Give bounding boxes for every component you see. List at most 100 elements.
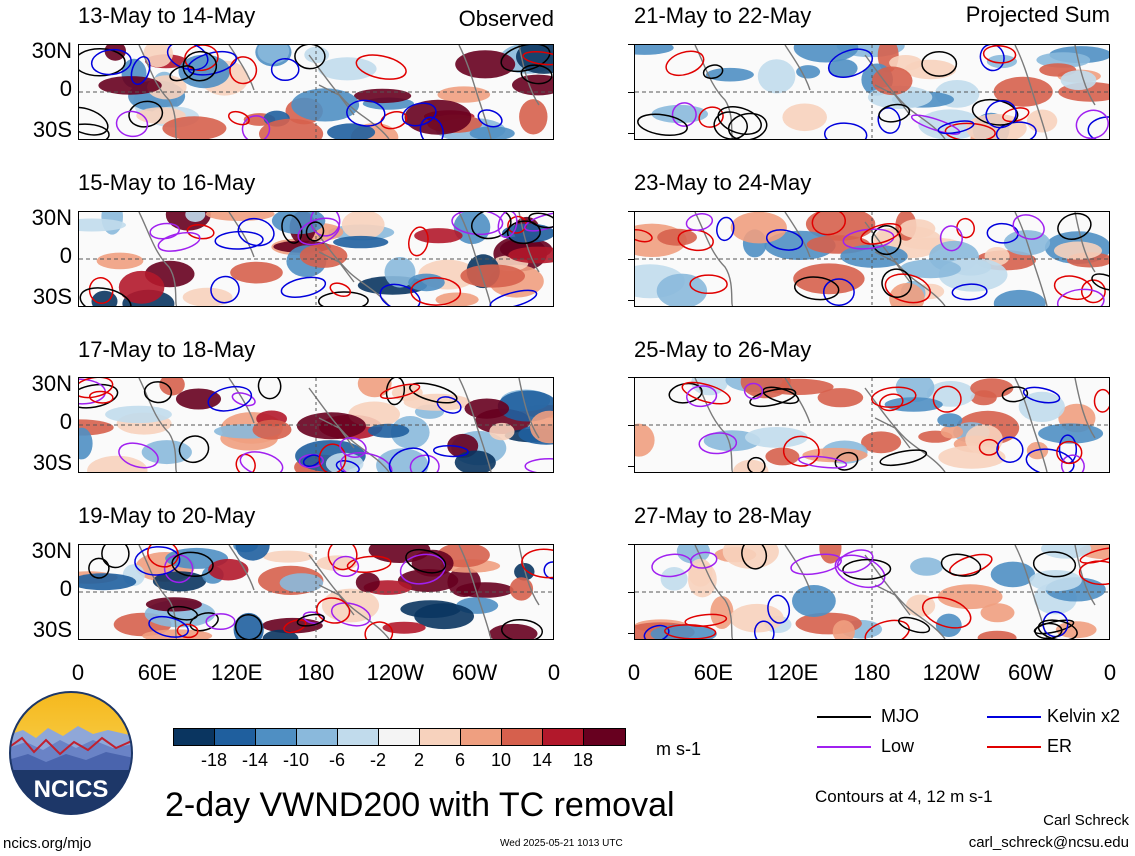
anomaly-shade — [162, 116, 227, 139]
contour-mjo — [182, 50, 218, 82]
lat-label: 30S — [32, 284, 72, 309]
contour-kelvin — [237, 217, 275, 247]
lon-label: 180 — [853, 660, 891, 685]
contour-kelvin — [207, 385, 253, 412]
contour-kelvin — [951, 283, 988, 301]
lat-label: 30S — [32, 117, 72, 142]
contour-mjo — [747, 456, 766, 472]
contour-low — [842, 228, 895, 250]
contour-er — [956, 217, 975, 239]
contour-mjo — [79, 383, 119, 409]
logo-text: NCICS — [34, 776, 109, 803]
colorbar-cell — [174, 729, 215, 745]
contour-kelvin — [148, 615, 189, 638]
contour-er — [871, 386, 917, 408]
contour-mjo — [171, 551, 214, 577]
anomaly-shade — [705, 67, 754, 82]
lat-tick — [628, 377, 634, 378]
anomaly-shade — [469, 126, 515, 139]
author-email[interactable]: carl_schreck@ncsu.edu — [968, 834, 1129, 851]
lon-label: 60W — [452, 660, 498, 685]
legend-label-er: ER — [1047, 736, 1073, 756]
site-link[interactable]: ncics.org/mjo — [3, 835, 92, 852]
anomaly-shade — [105, 405, 172, 424]
contour-kelvin — [489, 289, 538, 306]
contour-mjo — [741, 545, 768, 570]
contour-mjo — [1001, 386, 1029, 403]
anomaly-shade — [940, 425, 964, 439]
colorbar-cell — [215, 729, 256, 745]
contour-er — [684, 613, 728, 627]
panel-title: 21-May to 22-May — [634, 3, 812, 28]
anomaly-shade — [279, 573, 324, 593]
colorbar-cell — [461, 729, 502, 745]
contour-mjo — [881, 268, 913, 298]
contour-mjo — [79, 123, 110, 139]
colorbar-tick-label: -2 — [369, 750, 386, 770]
lon-label: 0 — [547, 660, 561, 685]
anomaly-shade — [722, 545, 779, 569]
contour-mjo — [727, 112, 768, 139]
contour-low — [118, 442, 159, 469]
anomaly-shade — [730, 603, 784, 633]
anomaly-shade — [333, 235, 389, 249]
anomaly-shade — [828, 59, 858, 78]
contour-er — [176, 623, 199, 639]
contour-low — [685, 213, 714, 231]
anomaly-shade — [382, 621, 426, 634]
anomaly-shade — [1029, 570, 1082, 592]
contour-er — [408, 226, 429, 257]
anomaly-shade — [990, 561, 1036, 588]
contour-low — [689, 551, 718, 569]
contour-er — [932, 385, 962, 413]
contour-er — [689, 274, 728, 295]
lat-tick — [628, 592, 634, 593]
contour-mjo — [281, 214, 303, 244]
projected-sum-label: Projected Sum — [965, 2, 1110, 27]
colorbar-tick-label: -18 — [200, 750, 227, 770]
contour-er — [88, 390, 114, 404]
contour-er — [88, 277, 114, 304]
contour-low — [939, 225, 963, 252]
lon-label: 60E — [137, 660, 177, 685]
colorbar-cell — [420, 729, 461, 745]
contour-kelvin — [996, 436, 1024, 463]
contour-kelvin — [436, 396, 462, 414]
anomaly-shade — [895, 378, 935, 402]
anomaly-shade — [355, 572, 380, 593]
map-panel — [78, 544, 554, 640]
anomaly-shade — [79, 573, 137, 591]
map-panel — [634, 377, 1110, 473]
anomaly-shade — [900, 259, 961, 279]
contour-mjo — [143, 381, 173, 404]
colorbar-tick-label: 18 — [572, 750, 594, 770]
contour-kelvin — [335, 459, 360, 472]
lat-label: 30N — [31, 371, 72, 396]
anomaly-shade — [832, 620, 855, 639]
contour-mjo — [762, 386, 800, 405]
contour-mjo — [88, 557, 110, 579]
contour-kelvin — [985, 100, 1017, 129]
contour-mjo — [79, 106, 109, 136]
anomaly-shade — [970, 378, 1014, 398]
contour-mjo — [717, 106, 762, 135]
anomaly-shade — [899, 219, 936, 239]
contour-kelvin — [346, 99, 386, 127]
contour-low — [834, 554, 886, 589]
anomaly-shade — [464, 398, 510, 419]
contour-mjo — [1091, 273, 1109, 291]
colorbar — [173, 728, 626, 746]
contour-mjo — [169, 65, 195, 82]
anomaly-shade — [263, 550, 314, 563]
anomaly-shade — [327, 123, 376, 139]
anomaly-shade — [408, 273, 445, 292]
contour-low — [332, 555, 360, 578]
anomaly-shade — [782, 103, 827, 132]
contour-er — [364, 621, 394, 639]
anomaly-shade — [926, 381, 975, 407]
contour-er — [681, 381, 731, 405]
map-panel — [78, 377, 554, 473]
contour-kelvin — [1025, 448, 1075, 472]
map-panel — [78, 44, 554, 140]
panel-title: 25-May to 26-May — [634, 337, 812, 362]
